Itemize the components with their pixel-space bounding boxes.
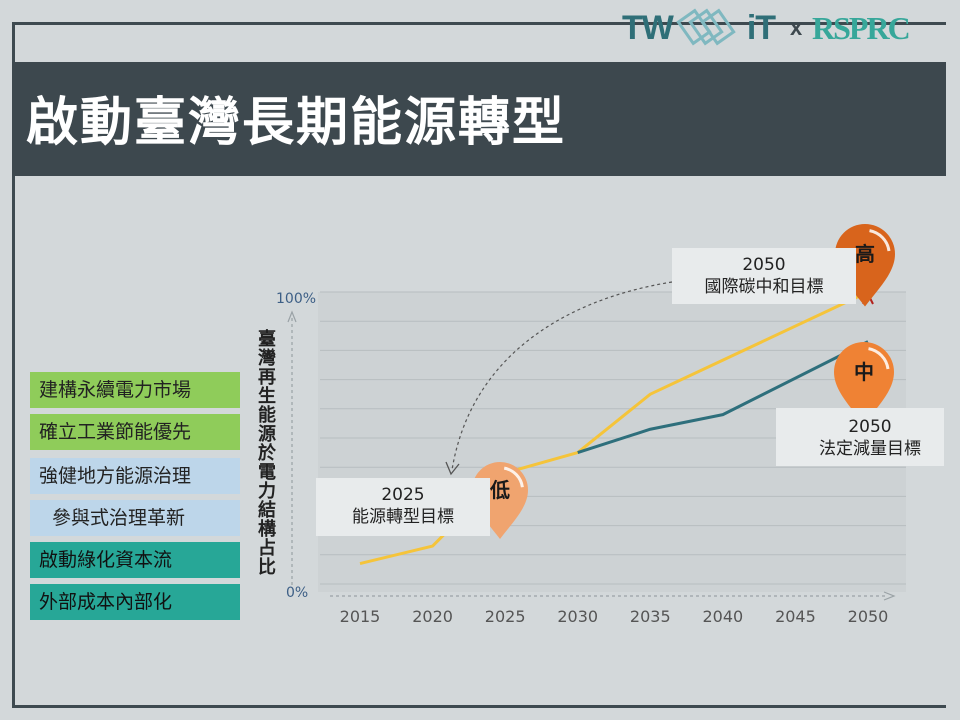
callout-text: 能源轉型目標 — [352, 507, 454, 527]
title-bar — [12, 62, 946, 176]
x-axis-arrow-icon — [883, 591, 896, 601]
twit-logo-text: TW iT — [622, 8, 776, 47]
callout-connector — [451, 281, 673, 471]
x-tick-label: 2035 — [630, 607, 671, 626]
x-tick-label: 2025 — [485, 607, 526, 626]
pin-label: 高 — [855, 242, 875, 266]
strategy-item: 參與式治理革新 — [30, 500, 240, 536]
series-line — [359, 290, 869, 566]
twit-logo-icon — [676, 8, 736, 46]
rsprc-logo: RSPRC — [812, 9, 911, 46]
strategy-item: 強健地方能源治理 — [30, 458, 240, 494]
x-tick-label: 2015 — [340, 607, 381, 626]
callout-international: 2050 國際碳中和目標 — [672, 248, 856, 304]
callout-year: 2050 — [848, 417, 892, 437]
pin-mid-icon: 中 — [834, 342, 894, 425]
series-line — [577, 340, 869, 455]
x-tick-label: 2020 — [412, 607, 453, 626]
y-tick-label: 0% — [286, 585, 308, 601]
x-tick-label: 2030 — [557, 607, 598, 626]
strategy-item: 外部成本內部化 — [30, 584, 240, 620]
callout-transition: 2025 能源轉型目標 — [316, 478, 490, 536]
strategy-item: 啟動綠化資本流 — [30, 542, 240, 578]
slide-frame — [12, 22, 946, 708]
callout-year: 2050 — [742, 255, 786, 275]
callout-year: 2025 — [381, 485, 425, 505]
strategy-item: 建構永續電力市場 — [30, 372, 240, 408]
callout-text: 國際碳中和目標 — [704, 277, 824, 297]
callout-statutory: 2050 法定減量目標 — [776, 408, 944, 466]
strategy-item: 確立工業節能優先 — [30, 414, 240, 450]
callout-text: 法定減量目標 — [819, 439, 921, 459]
y-tick-label: 100% — [276, 291, 316, 307]
x-tick-label: 2045 — [775, 607, 816, 626]
x-tick-label: 2040 — [702, 607, 743, 626]
logo-cross: x — [790, 15, 803, 40]
y-axis-label: 臺灣再生能源於電力結構占比 — [258, 329, 276, 578]
y-axis-arrow-icon — [287, 310, 297, 323]
x-tick-label: 2050 — [848, 607, 889, 626]
pin-label: 低 — [489, 478, 510, 502]
pin-label: 中 — [854, 360, 874, 384]
page-title: 啟動臺灣長期能源轉型 — [26, 93, 567, 153]
connector-arrow-icon — [445, 461, 460, 476]
